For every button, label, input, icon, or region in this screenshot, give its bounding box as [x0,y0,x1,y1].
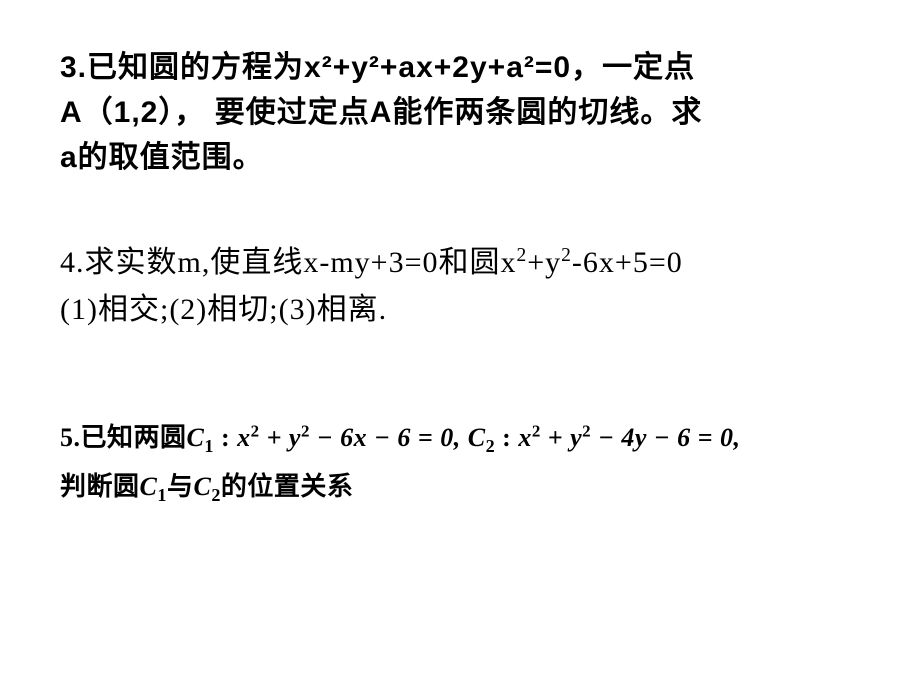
c1-subscript-2: 1 [157,486,167,506]
problem-5-line2-b: 与 [167,472,194,501]
c2-label-2: C [193,472,211,501]
c1-label: C [187,423,205,452]
problem-4-line1: 4.求实数m,使直线x-my+3=0和圆x2+y2-6x+5=0 [60,240,880,287]
colon2: : [495,423,518,452]
eq2-x: x [518,423,532,452]
eq2-y-sup: 2 [582,421,591,440]
c2-subscript: 2 [486,436,496,456]
problem-3-text-b: ，一定点 [571,51,695,84]
problem-5-line2-a: 判断圆 [60,472,140,501]
problem-4-sup1: 2 [517,245,528,266]
eq2-rest: − 4y − 6 = 0, [591,423,740,452]
problem-5-intro: 已知两圆 [81,423,187,452]
problem-4-text-a: 求实数m,使直线x-my+3=0和圆x [85,246,517,279]
eq1-x-sup: 2 [251,421,260,440]
c2-label: C [468,423,486,452]
problem-5-line2: 判断圆C1与C2的位置关系 [60,462,880,511]
eq1-y: + y [260,423,301,452]
problem-4-text-c: -6x+5=0 [572,246,683,279]
problem-4-text-b: +y [527,246,561,279]
c2-subscript-2: 2 [211,486,221,506]
eq2-x-sup: 2 [532,421,541,440]
problem-4-line2: (1)相交;(2)相切;(3)相离. [60,287,880,334]
problem-3-line1: 3.已知圆的方程为x²+y²+ax+2y+a²=0，一定点 [60,45,880,90]
problem-4: 4.求实数m,使直线x-my+3=0和圆x2+y2-6x+5=0 (1)相交;(… [60,240,880,333]
problem-5-number: 5. [60,423,81,452]
problem-5-line1: 5.已知两圆C1 : x2 + y2 − 6x − 6 = 0, C2 : x2… [60,413,880,462]
eq2-y: + y [541,423,582,452]
eq1-rest: − 6x − 6 = 0, [310,423,468,452]
c1-subscript: 1 [204,436,214,456]
problem-5: 5.已知两圆C1 : x2 + y2 − 6x − 6 = 0, C2 : x2… [60,413,880,512]
eq1-y-sup: 2 [301,421,310,440]
problem-3: 3.已知圆的方程为x²+y²+ax+2y+a²=0，一定点 A（1,2）， 要使… [60,45,880,180]
colon1: : [214,423,237,452]
problem-3-line2: A（1,2）， 要使过定点A能作两条圆的切线。求 [60,90,880,135]
problem-3-equation: x²+y²+ax+2y+a²=0 [304,51,571,84]
c1-label-2: C [140,472,158,501]
problem-4-number: 4. [60,246,85,279]
problem-3-number: 3. [60,51,87,84]
problem-4-sup2: 2 [561,245,572,266]
eq1-x: x [237,423,251,452]
problem-5-line2-c: 的位置关系 [221,472,354,501]
problem-3-text-a: 已知圆的方程为 [87,51,304,84]
problem-3-line3: a的取值范围。 [60,135,880,180]
page-container: 3.已知圆的方程为x²+y²+ax+2y+a²=0，一定点 A（1,2）， 要使… [0,0,920,690]
